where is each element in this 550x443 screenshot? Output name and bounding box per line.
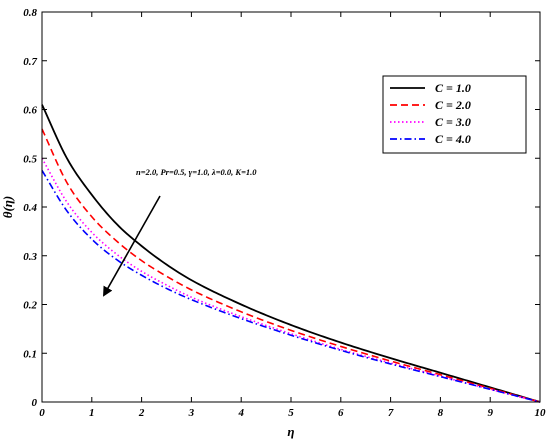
legend-label-2: C = 2.0	[435, 98, 471, 112]
x-tick-label-7: 7	[388, 407, 394, 419]
legend-label-3: C = 3.0	[435, 115, 471, 129]
y-tick-label-7: 0.7	[23, 56, 37, 68]
series-layer	[41, 104, 541, 403]
x-tick-label-0: 0	[39, 407, 45, 419]
x-axis-label: η	[287, 424, 294, 439]
y-tick-label-2: 0.2	[23, 300, 37, 312]
x-tick-label-10: 10	[535, 407, 547, 419]
x-tick-label-8: 8	[438, 407, 444, 419]
y-axis-label: θ(η)	[0, 196, 15, 219]
x-tick-label-5: 5	[288, 407, 294, 419]
y-tick-label-3: 0.3	[23, 251, 37, 263]
x-tick-label-4: 4	[237, 407, 244, 419]
y-tick-label-5: 0.5	[23, 153, 37, 165]
y-tick-label-0: 0	[32, 397, 38, 409]
y-tick-label-6: 0.6	[23, 105, 37, 117]
y-tick-label-8: 0.8	[23, 7, 37, 19]
x-tick-label-3: 3	[188, 407, 195, 419]
trend-arrow	[103, 195, 161, 297]
legend-label-4: C = 4.0	[435, 132, 471, 146]
x-tick-label-6: 6	[338, 407, 344, 419]
y-tick-label-1: 0.1	[23, 348, 37, 360]
x-tick-label-2: 2	[138, 407, 145, 419]
series-line-4	[41, 170, 541, 403]
series-line-3	[41, 157, 541, 403]
legend-label-1: C = 1.0	[435, 81, 471, 95]
legend: C = 1.0 C = 2.0 C = 3.0 C = 4.0	[382, 75, 527, 154]
x-tick-label-9: 9	[487, 407, 493, 419]
series-line-2	[41, 128, 541, 403]
plot-frame	[41, 11, 541, 403]
tick-layer: 0 1 2 3 4 5 6 7 8 9 10 0 0.1 0.2 0.3 0.4 0.5 0.6 0.7 0.8	[23, 7, 546, 419]
x-tick-label-1: 1	[89, 407, 95, 419]
y-tick-label-4: 0.4	[23, 202, 37, 214]
parameter-annotation: n=2.0, Pr=0.5, γ=1.0, λ=0.0, K=1.0	[136, 167, 257, 177]
series-line-1	[41, 104, 541, 403]
